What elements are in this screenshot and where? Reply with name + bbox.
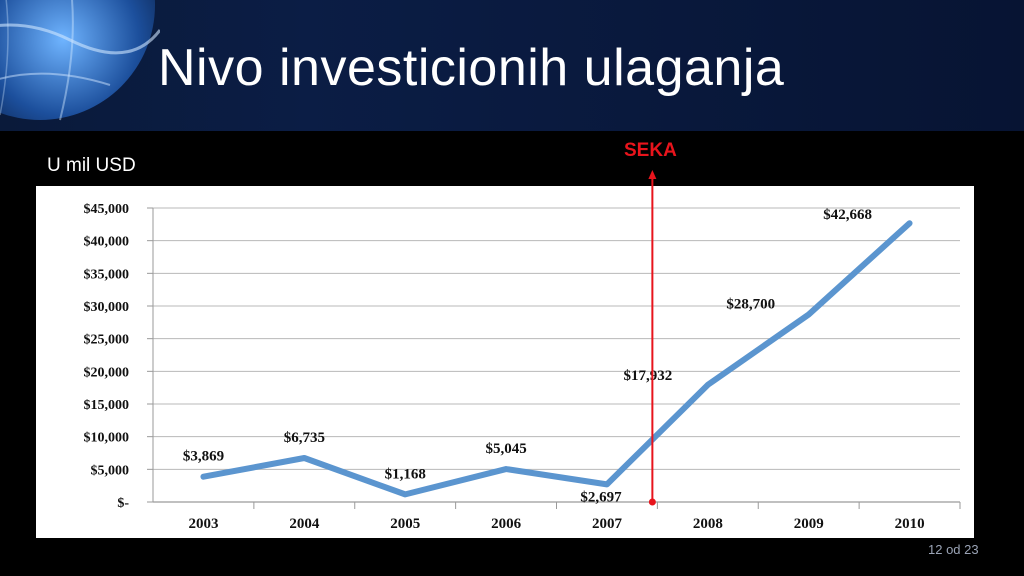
seka-label: SEKA (624, 140, 677, 161)
slide-title: Nivo investicionih ulaganja (158, 39, 785, 97)
seka-arrowhead (648, 170, 657, 179)
page-number: 12 od 23 (928, 542, 979, 557)
title-banner: Nivo investicionih ulaganja (0, 0, 1024, 131)
globe-icon (0, 0, 160, 121)
units-label: U mil USD (47, 155, 136, 176)
chart-area (36, 186, 974, 538)
